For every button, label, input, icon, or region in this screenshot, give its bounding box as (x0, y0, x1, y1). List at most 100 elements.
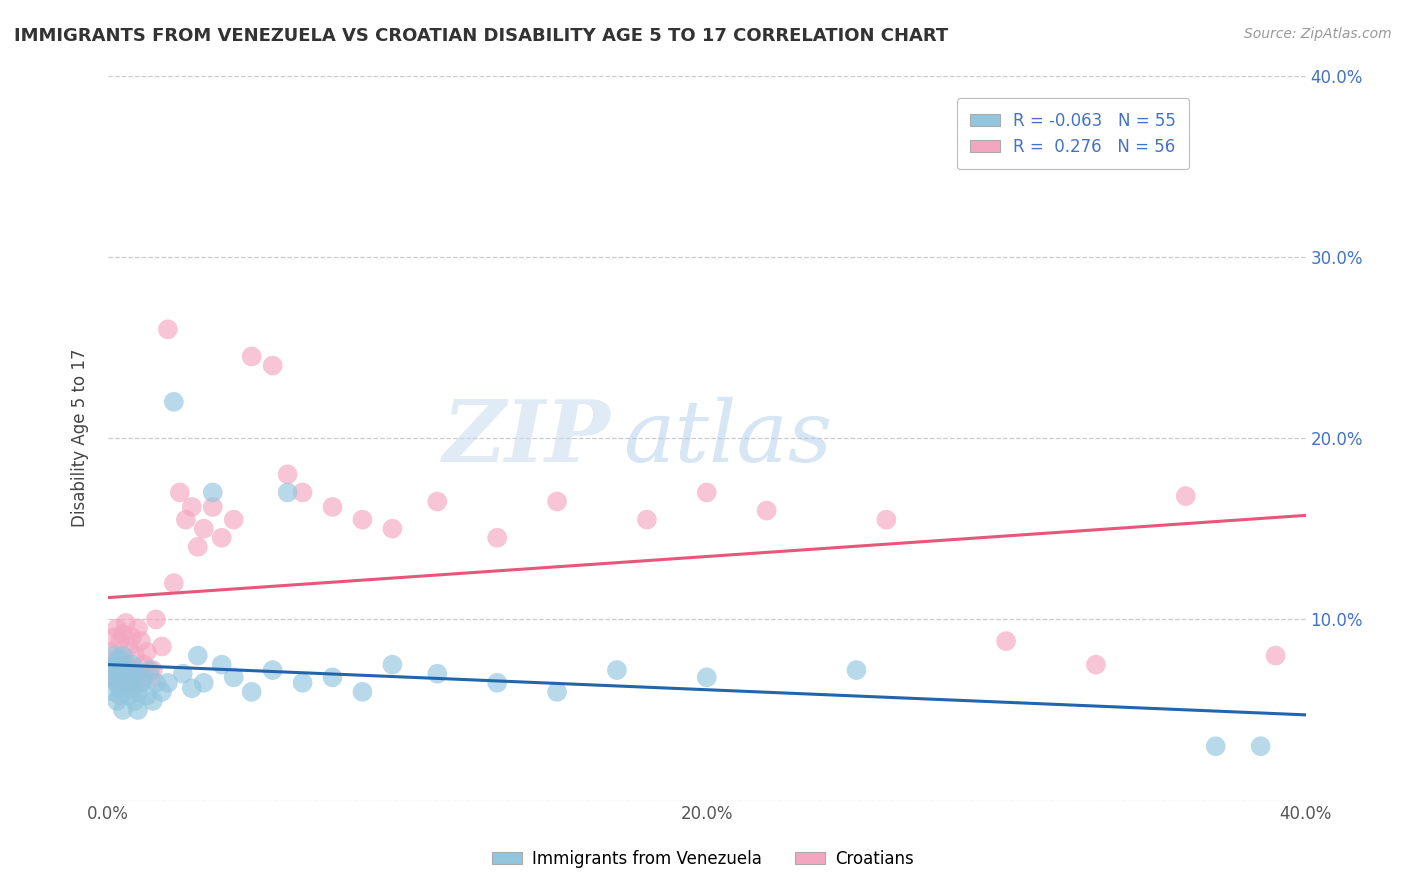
Point (381, 522, 404, 536)
Point (163, 394, 186, 409)
Point (121, 631, 143, 645)
Point (111, 703, 134, 717)
Point (636, 513, 658, 527)
Point (211, 657, 233, 672)
Point (322, 670, 344, 684)
Point (142, 663, 165, 677)
Point (111, 648, 134, 663)
Point (121, 663, 143, 677)
Point (103, 631, 125, 645)
Point (135, 645, 157, 659)
Point (105, 652, 128, 666)
Point (118, 681, 141, 696)
Point (193, 675, 215, 690)
Point (145, 675, 167, 690)
Point (111, 666, 134, 681)
Point (127, 666, 149, 681)
Point (845, 663, 868, 677)
Point (103, 663, 125, 677)
Point (108, 663, 131, 677)
Point (1205, 739, 1227, 754)
Point (115, 675, 138, 690)
Point (696, 485, 718, 500)
Point (486, 675, 509, 690)
Point (103, 657, 125, 672)
Text: atlas: atlas (623, 397, 832, 479)
Point (150, 685, 173, 699)
Point (606, 663, 628, 677)
Text: IMMIGRANTS FROM VENEZUELA VS CROATIAN DISABILITY AGE 5 TO 17 CORRELATION CHART: IMMIGRANTS FROM VENEZUELA VS CROATIAN DI… (14, 27, 948, 45)
Point (139, 663, 162, 677)
Point (127, 621, 149, 635)
Point (1264, 648, 1286, 663)
Point (163, 576, 186, 591)
Point (105, 657, 128, 672)
Point (291, 675, 314, 690)
Point (115, 657, 138, 672)
Legend: Immigrants from Venezuela, Croatians: Immigrants from Venezuela, Croatians (485, 844, 921, 875)
Point (322, 500, 344, 514)
Point (201, 485, 224, 500)
Point (139, 670, 162, 684)
Point (124, 675, 146, 690)
Point (169, 485, 191, 500)
Point (755, 503, 778, 517)
Point (127, 685, 149, 699)
Point (121, 681, 143, 696)
Point (118, 640, 141, 654)
Point (135, 689, 157, 703)
Point (103, 685, 125, 699)
Point (100, 659, 122, 673)
Point (103, 648, 125, 663)
Point (172, 666, 194, 681)
Y-axis label: Disability Age 5 to 17: Disability Age 5 to 17 (72, 349, 89, 527)
Point (201, 500, 224, 514)
Point (127, 703, 149, 717)
Point (124, 648, 146, 663)
Point (118, 689, 141, 703)
Point (129, 675, 152, 690)
Point (111, 670, 134, 684)
Point (105, 621, 128, 635)
Point (426, 666, 449, 681)
Text: Source: ZipAtlas.com: Source: ZipAtlas.com (1244, 27, 1392, 41)
Point (115, 615, 138, 630)
Point (108, 689, 131, 703)
Point (115, 663, 138, 677)
Point (696, 670, 718, 684)
Point (150, 640, 173, 654)
Point (1174, 489, 1197, 503)
Point (240, 350, 263, 364)
Point (108, 652, 131, 666)
Point (1084, 657, 1107, 672)
Point (180, 681, 202, 696)
Point (193, 522, 215, 536)
Point (211, 531, 233, 545)
Point (187, 648, 209, 663)
Point (352, 513, 374, 527)
Point (222, 513, 245, 527)
Point (187, 540, 209, 554)
Point (291, 485, 314, 500)
Point (105, 675, 128, 690)
Point (118, 670, 141, 684)
Point (100, 645, 122, 659)
Point (262, 663, 284, 677)
Point (174, 513, 197, 527)
Point (277, 467, 299, 482)
Point (546, 494, 568, 508)
Point (124, 666, 146, 681)
Point (381, 657, 404, 672)
Point (124, 694, 146, 708)
Point (180, 500, 202, 514)
Point (100, 670, 122, 684)
Point (145, 612, 167, 626)
Point (995, 634, 1018, 648)
Point (352, 685, 374, 699)
Point (262, 359, 284, 373)
Point (156, 322, 179, 336)
Point (111, 627, 134, 641)
Point (108, 681, 131, 696)
Text: ZIP: ZIP (443, 396, 612, 480)
Point (156, 675, 179, 690)
